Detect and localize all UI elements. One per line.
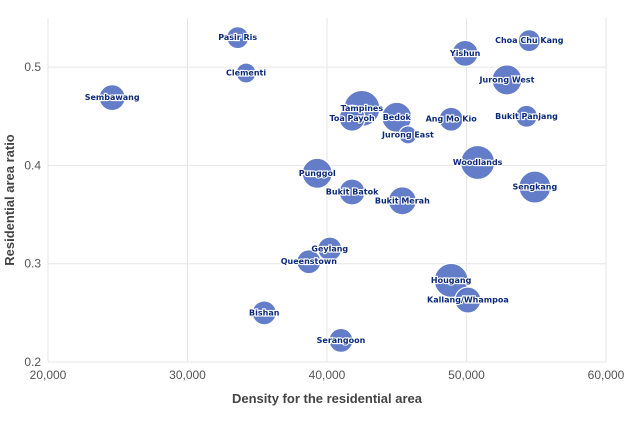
bubble xyxy=(514,104,539,128)
bubble xyxy=(338,104,366,132)
bubble-label: Woodlands xyxy=(453,158,503,167)
bubble xyxy=(328,327,354,353)
bubble xyxy=(451,39,479,67)
bubble-label: Tampines xyxy=(341,104,384,113)
bubble xyxy=(517,29,541,53)
x-axis-ticks: 20,000 30,000 40,000 50,000 60,000 xyxy=(30,368,625,382)
bubble xyxy=(398,125,418,145)
bubble-label: Bishan xyxy=(249,308,280,317)
bubble-label: Toa Payoh xyxy=(329,114,375,123)
bubble-label: Bedok xyxy=(383,113,412,122)
y-tick-label: 0.2 xyxy=(24,355,41,369)
x-axis-title: Density for the residential area xyxy=(232,391,423,406)
bubble-label: Jurong West xyxy=(479,75,535,84)
bubble xyxy=(301,157,333,189)
bubble-label: Pasir Ris xyxy=(218,33,257,42)
bubble xyxy=(251,300,277,326)
bubble xyxy=(460,144,496,181)
bubble-label: Kallang/Whampoa xyxy=(427,296,509,305)
bubble-label: Ang Mo Kio xyxy=(426,115,478,124)
bubble xyxy=(518,170,552,204)
bubble xyxy=(387,186,417,216)
bubble xyxy=(454,286,482,314)
bubble xyxy=(98,84,126,112)
bubble-labels: Pasir Ris Clementi Sembawang Yishun Choa Chu… xyxy=(84,32,565,346)
bubble xyxy=(491,64,523,96)
y-axis-ticks: 0.2 0.3 0.4 0.5 xyxy=(24,60,41,369)
bubble-label: Queenstown xyxy=(281,257,338,266)
bubble-label: Punggol xyxy=(299,169,336,178)
y-axis-title: Residential area ratio xyxy=(2,134,17,266)
bubble-label: Sengkang xyxy=(512,183,557,192)
bubble-label: Bukit Panjang xyxy=(495,112,558,121)
bubble-label: Yishun xyxy=(449,49,481,58)
bubble xyxy=(226,26,250,50)
bubble-label: Serangoon xyxy=(317,336,366,345)
bubble-label: Clementi xyxy=(226,69,266,78)
bubble-label: Geylang xyxy=(311,244,348,253)
bubble-label: Jurong East xyxy=(381,130,434,139)
y-tick-label: 0.4 xyxy=(24,158,41,172)
bubble xyxy=(235,62,257,84)
x-tick-label: 50,000 xyxy=(448,368,485,382)
bubble-label: Bukit Merah xyxy=(375,196,430,205)
bubble xyxy=(317,236,343,262)
bubble xyxy=(381,101,413,133)
x-tick-label: 40,000 xyxy=(309,368,346,382)
x-tick-label: 60,000 xyxy=(588,368,625,382)
bubbles xyxy=(98,26,552,353)
bubble xyxy=(438,106,464,132)
y-tick-label: 0.5 xyxy=(24,60,41,74)
bubble xyxy=(433,262,469,299)
y-tick-label: 0.3 xyxy=(24,257,41,271)
bubble-label: Sembawang xyxy=(85,93,140,102)
bubble xyxy=(338,178,366,206)
bubble-label: Bukit Batok xyxy=(326,187,379,196)
x-tick-label: 30,000 xyxy=(169,368,206,382)
bubble-label: Choa Chu Kang xyxy=(495,36,564,45)
bubble xyxy=(296,249,322,275)
x-tick-label: 20,000 xyxy=(30,368,67,382)
bubble-label: Hougang xyxy=(431,276,472,285)
